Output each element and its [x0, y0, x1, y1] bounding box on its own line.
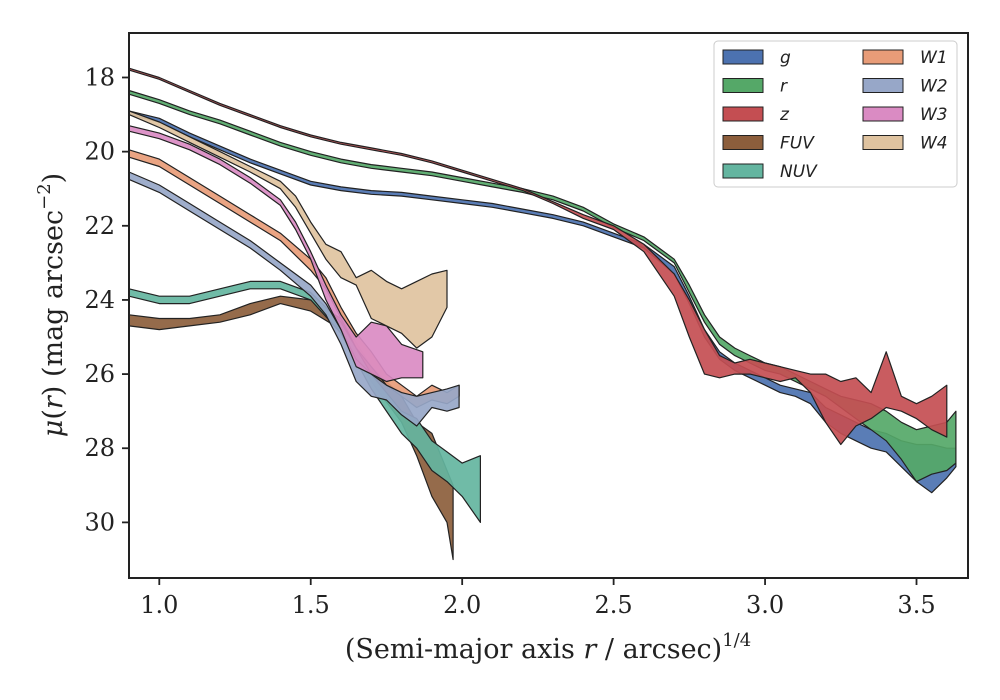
y-tick-label: 26 [84, 360, 115, 388]
legend-swatch-z [722, 106, 764, 122]
x-tick-label: 3.5 [897, 591, 935, 619]
x-tick-label: 3.0 [746, 591, 784, 619]
legend: grz FUV NUV W1 W2 W3 W4 [713, 40, 958, 188]
y-tick-label: 18 [84, 63, 115, 91]
band-w3 [128, 125, 424, 383]
band-g [128, 110, 957, 494]
legend-label-fuv: FUV [780, 134, 815, 154]
legend-swatch-w2 [862, 78, 904, 93]
x-tick-label: 1.0 [140, 591, 178, 619]
y-tick-label: 28 [84, 434, 115, 462]
legend-box [713, 40, 958, 188]
legend-label-nuv: NUV [780, 162, 818, 182]
band-fuv [128, 295, 454, 561]
y-tick-label: 24 [84, 286, 115, 314]
legend-swatch-nuv [722, 163, 764, 179]
band-w2 [128, 171, 460, 427]
x-tick-label: 2.5 [595, 591, 633, 619]
y-axis-ticks: 18 20 22 24 26 28 30 [84, 63, 129, 536]
y-tick-label: 22 [84, 212, 115, 240]
band-nuv [128, 280, 481, 524]
legend-swatch-w4 [862, 135, 904, 150]
x-axis-ticks: 1.0 1.5 2.0 2.5 3.0 3.5 [140, 578, 936, 619]
legend-label-z: z [779, 105, 790, 125]
y-tick-label: 20 [84, 138, 115, 166]
legend-swatch-w1 [862, 49, 904, 65]
x-tick-label: 2.0 [443, 591, 481, 619]
legend-label-w1: W1 [920, 48, 948, 68]
legend-swatch-fuv [722, 135, 764, 150]
legend-label-w2: W2 [920, 77, 948, 97]
band-z [128, 67, 948, 446]
legend-swatch-g [722, 49, 764, 65]
legend-label-w3: W3 [920, 105, 948, 125]
y-tick-label: 30 [84, 508, 115, 536]
legend-label-r: r [780, 77, 788, 97]
series-bands [128, 67, 957, 561]
x-axis-label: (Semi-major axis r / arcsec)1/4 [345, 630, 751, 665]
y-axis-label: μ(r) (mag arcsec−2) [34, 173, 69, 437]
plot-frame [128, 32, 969, 579]
band-w4 [128, 110, 448, 349]
x-tick-label: 1.5 [292, 591, 330, 619]
legend-swatch-w3 [862, 106, 904, 122]
legend-swatch-r [722, 78, 764, 93]
legend-label-w4: W4 [920, 134, 948, 154]
legend-label-g: g [780, 48, 791, 68]
